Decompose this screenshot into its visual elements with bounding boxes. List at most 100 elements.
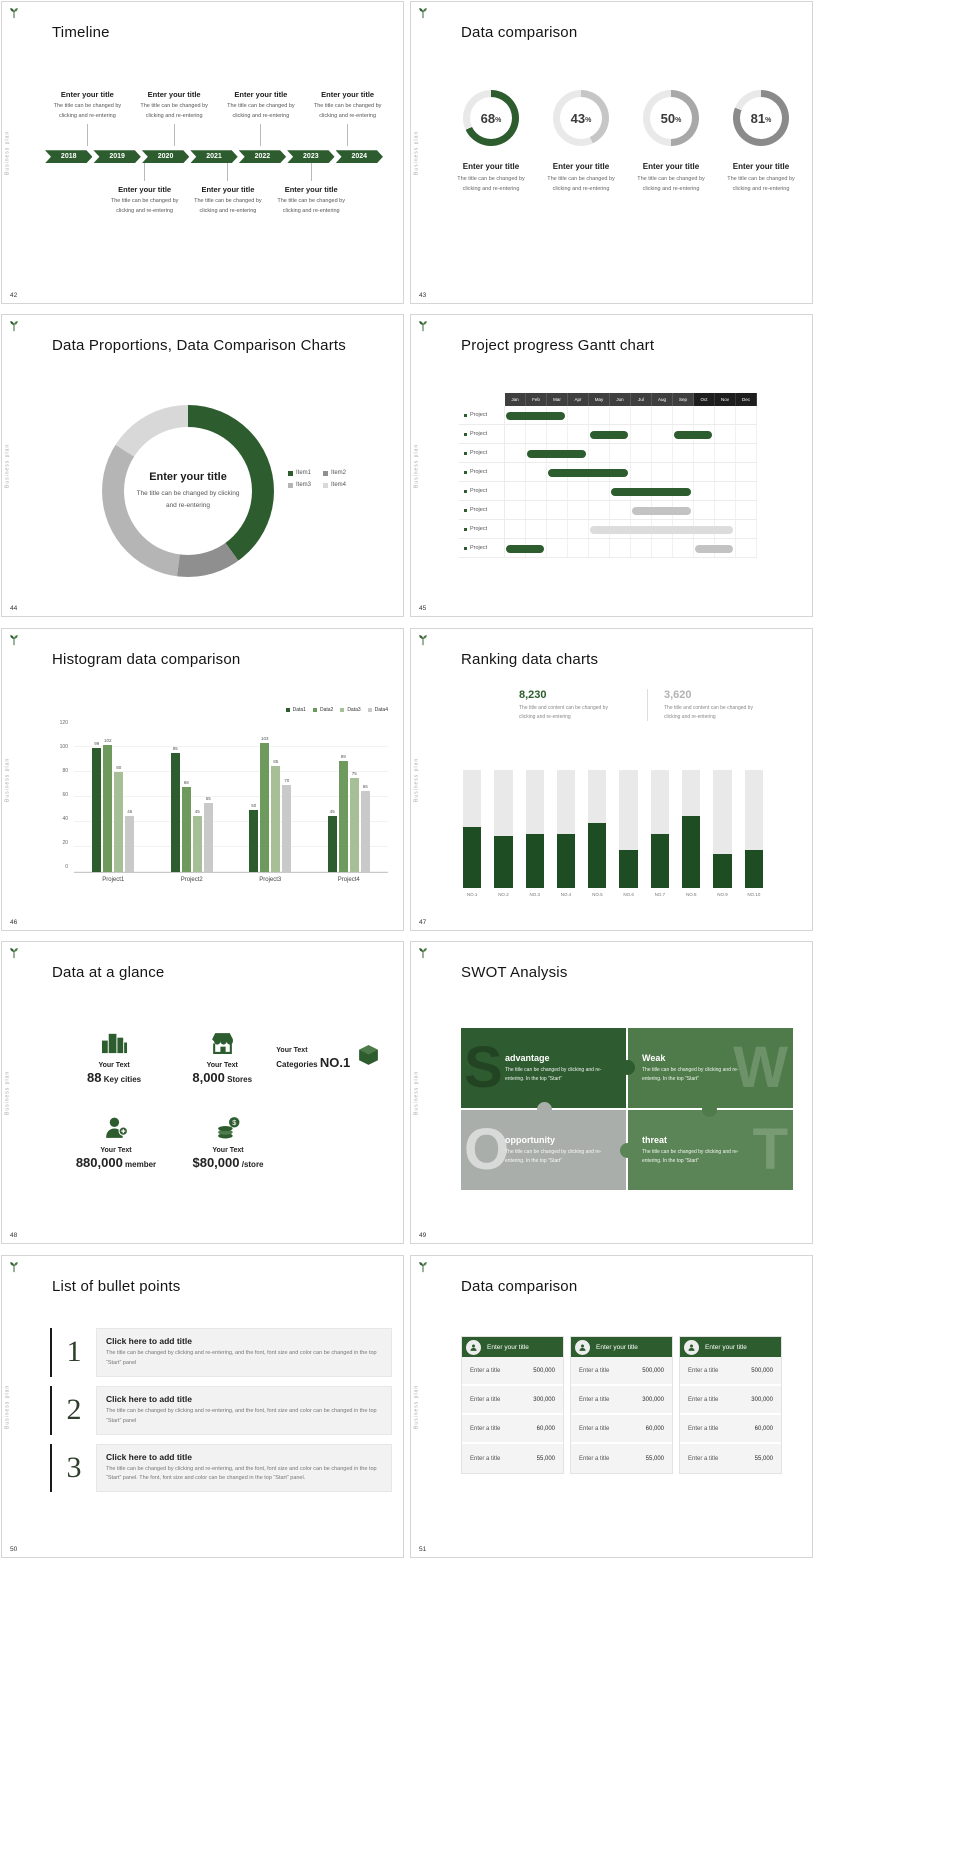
bar-value-label: 55	[205, 796, 211, 802]
timeline-item: Enter your title The title can be changed…	[103, 163, 186, 216]
text: Enter your title	[705, 1343, 747, 1351]
gantt-bar	[506, 544, 544, 553]
slide-45-gantt[interactable]: Business plan Project progress Gantt cha…	[410, 314, 813, 617]
table-value: 60,000	[754, 1425, 773, 1432]
gantt-cell	[610, 406, 631, 424]
y-axis-tick: 80	[62, 768, 68, 774]
percent-sign: %	[585, 117, 592, 124]
gantt-cell	[505, 501, 526, 519]
progress-ring: 50%	[643, 90, 699, 146]
icon-graphic	[211, 1033, 233, 1054]
ranking-label: NO.6	[623, 892, 634, 897]
category-label: Project3	[259, 877, 282, 883]
icon-shape	[211, 1033, 233, 1045]
stat-value: 8,000	[192, 1070, 225, 1085]
gantt-cell	[673, 501, 694, 519]
gantt-cell	[652, 444, 673, 462]
bullet-number: 1	[66, 1335, 82, 1369]
slide-46-histogram[interactable]: Business plan Histogram data comparison …	[1, 628, 404, 931]
gantt-cell	[736, 444, 757, 462]
ring-percent: 68%	[463, 90, 519, 146]
table-row: Enter a title 55,000	[462, 1444, 563, 1473]
puzzle-knob	[619, 1143, 635, 1158]
plant-logo-icon	[418, 946, 428, 959]
ring-percent: 50%	[643, 90, 699, 146]
gantt-cell	[526, 539, 547, 557]
gantt-month-header: Jan	[505, 393, 526, 406]
bar-value-label: 80	[116, 765, 122, 770]
table-value: 500,000	[642, 1367, 664, 1374]
gantt-cell	[568, 406, 589, 424]
plant-logo-icon	[9, 1260, 19, 1273]
bullet-text: Click here to add title The title can be…	[96, 1328, 392, 1377]
histogram-bar: 102	[103, 738, 113, 872]
legend-item: Data2	[312, 707, 333, 713]
gantt-cell	[589, 444, 610, 462]
text: Enter a title	[688, 1367, 719, 1374]
gantt-row-label: Project	[459, 463, 505, 481]
gantt-bar	[632, 506, 691, 515]
bar-value-label: 50	[251, 802, 257, 808]
timeline-bottom-items: Enter your title The title can be changed…	[103, 163, 353, 216]
histogram-bar: 45	[125, 809, 135, 872]
slide-44-data-proportions[interactable]: Business plan Data Proportions, Data Com…	[1, 314, 404, 617]
icon-shape	[105, 1128, 123, 1138]
gantt-cell	[673, 444, 694, 462]
gantt-cell	[631, 539, 652, 557]
icon-shape	[217, 1133, 233, 1139]
text: Enter a title	[688, 1425, 719, 1432]
comparison-rings: 68% Enter your title The title can be chan…	[451, 90, 801, 195]
ranking-stat-primary: 8,230 The title and content can be chang…	[519, 689, 631, 721]
text: Item1	[296, 470, 312, 476]
swot-heading: threat	[642, 1135, 668, 1145]
connector-line	[86, 124, 88, 147]
slide-48-data-at-a-glance[interactable]: Business plan Data at a glance Your Text…	[1, 941, 404, 1244]
slide-43-data-comparison[interactable]: Business plan Data comparison 68% Enter y…	[410, 1, 813, 304]
ranking-column: NO.7	[650, 770, 670, 897]
ring-item: 43% Enter your title The title can be chan…	[541, 90, 621, 195]
slide-title: Data at a glance	[52, 964, 165, 981]
slide-51-data-comparison-tables[interactable]: Business plan Data comparison Enter your…	[410, 1255, 813, 1558]
stat-label: Your Text	[212, 1147, 244, 1154]
bullet-number: 3	[66, 1450, 82, 1484]
y-axis-tick: 40	[62, 816, 68, 822]
bar-value-label: 89	[340, 753, 346, 759]
gantt-cell	[547, 539, 568, 557]
ranking-column: NO.6	[619, 770, 638, 897]
timeline-item-body: The title can be changed by clicking and…	[140, 103, 208, 119]
ranking-track	[588, 770, 607, 888]
gantt-cell	[694, 501, 715, 519]
connector-line	[144, 163, 146, 182]
y-axis-tick: 0	[65, 864, 68, 870]
slide-title: List of bullet points	[52, 1278, 181, 1295]
gantt-cell	[652, 406, 673, 424]
table-value: 500,000	[533, 1367, 555, 1374]
histogram-bar-group: 95 68 45 55	[170, 746, 213, 872]
ranking-stats: 8,230 The title and content can be chang…	[519, 689, 776, 721]
gantt-cell	[715, 539, 736, 557]
stat-label: Your Text	[100, 1147, 132, 1154]
swot-letter: W	[733, 1035, 788, 1100]
ranking-label: NO.10	[747, 892, 761, 897]
slide-42-timeline[interactable]: Business plan Timeline Enter your title T…	[1, 1, 404, 304]
slide-number: 46	[10, 919, 18, 926]
stat-categories: Your Text Categories NO.1	[276, 1030, 396, 1085]
gantt-cell	[547, 406, 568, 424]
gantt-row-label: Project	[459, 425, 505, 443]
ranking-fill	[619, 850, 638, 888]
slide-50-bullet-points[interactable]: Business plan List of bullet points 1 Cl…	[1, 1255, 404, 1558]
icon-shape	[359, 1044, 379, 1054]
sidebar-vertical-label: Business plan	[413, 1070, 420, 1115]
package-box-icon	[355, 1043, 382, 1073]
ranking-fill	[713, 853, 732, 888]
slide-47-ranking[interactable]: Business plan Ranking data charts 8,230 …	[410, 628, 813, 931]
comparison-tables: Enter your title Enter a title 500,000 Ente…	[461, 1336, 782, 1474]
text: Enter a title	[688, 1455, 719, 1462]
text: Enter a title	[579, 1367, 610, 1374]
slide-49-swot[interactable]: Business plan SWOT Analysis S advantage …	[410, 941, 813, 1244]
icon-shape	[690, 1344, 693, 1347]
stat-value: 880,000	[75, 1155, 123, 1170]
stat-body: The title and content can be changed by …	[664, 705, 753, 720]
swot-body: The title can be changed by clicking and…	[642, 1149, 739, 1164]
histogram-bar: 80	[114, 765, 124, 872]
